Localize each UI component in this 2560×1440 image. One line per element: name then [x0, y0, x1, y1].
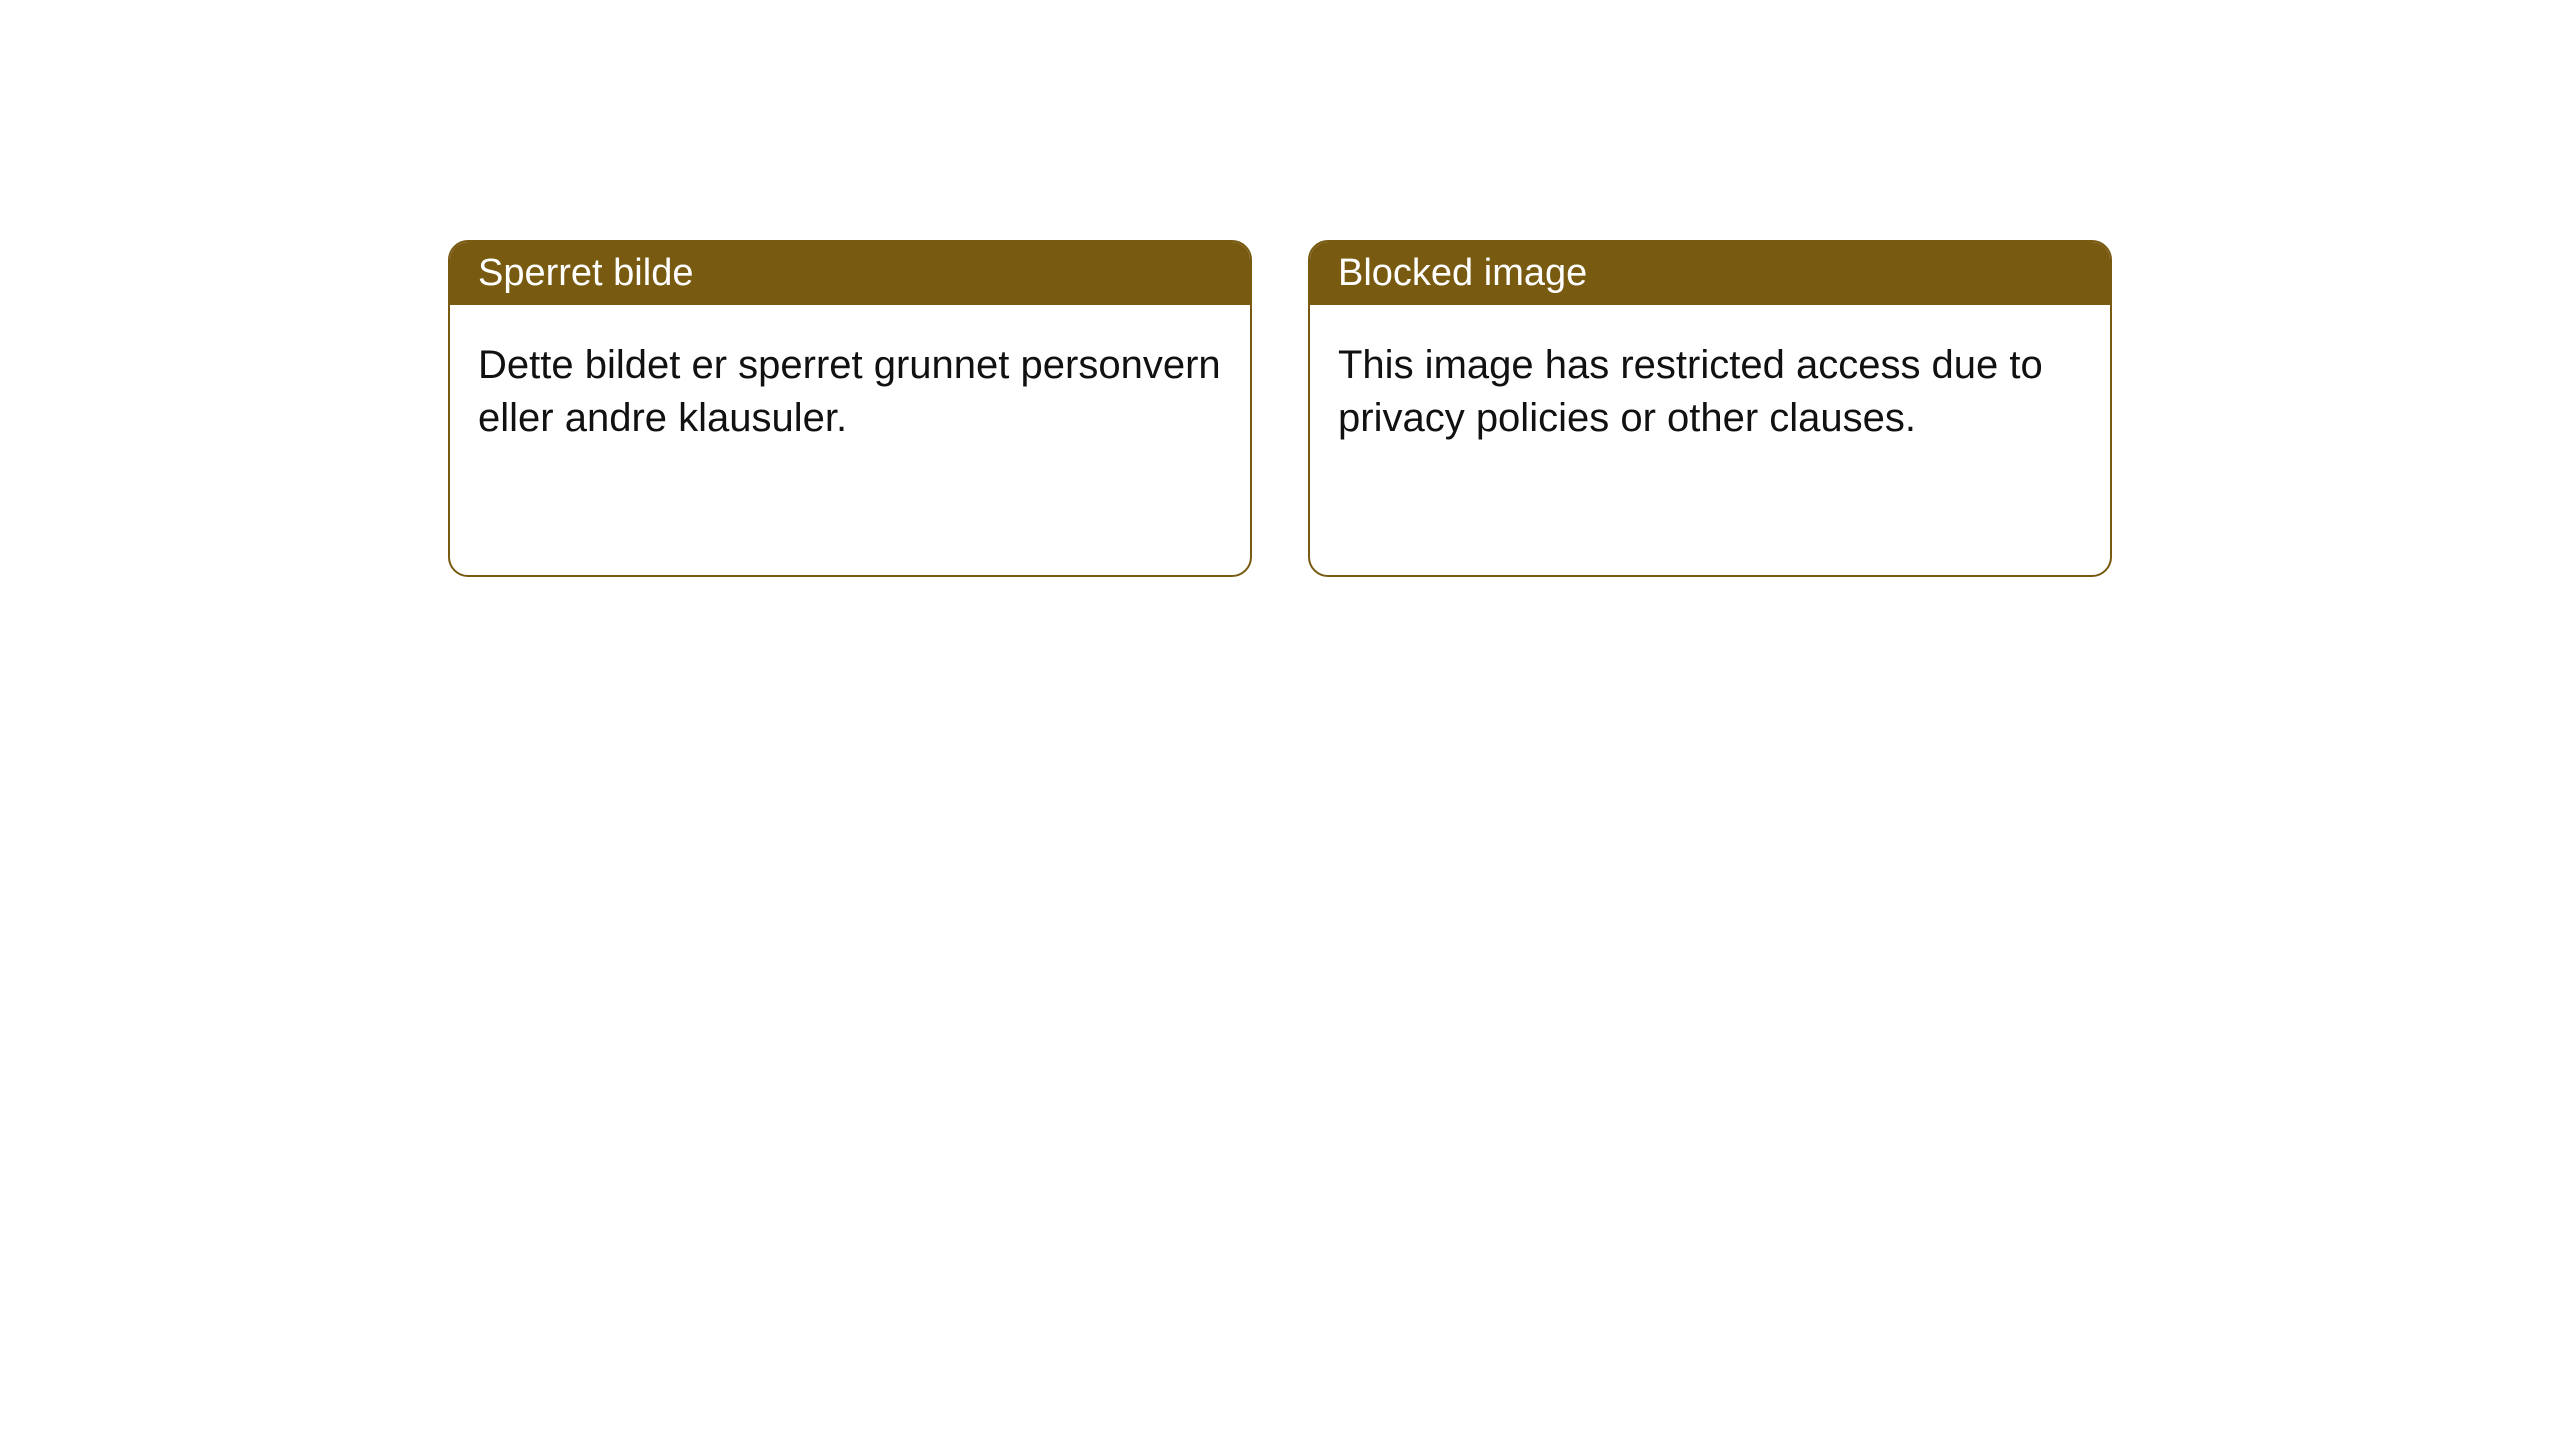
card-header: Blocked image: [1310, 242, 2110, 305]
blocked-image-card-en: Blocked image This image has restricted …: [1308, 240, 2112, 577]
card-body: This image has restricted access due to …: [1310, 305, 2110, 575]
cards-container: Sperret bilde Dette bildet er sperret gr…: [0, 0, 2560, 577]
card-header: Sperret bilde: [450, 242, 1250, 305]
card-body: Dette bildet er sperret grunnet personve…: [450, 305, 1250, 575]
blocked-image-card-no: Sperret bilde Dette bildet er sperret gr…: [448, 240, 1252, 577]
